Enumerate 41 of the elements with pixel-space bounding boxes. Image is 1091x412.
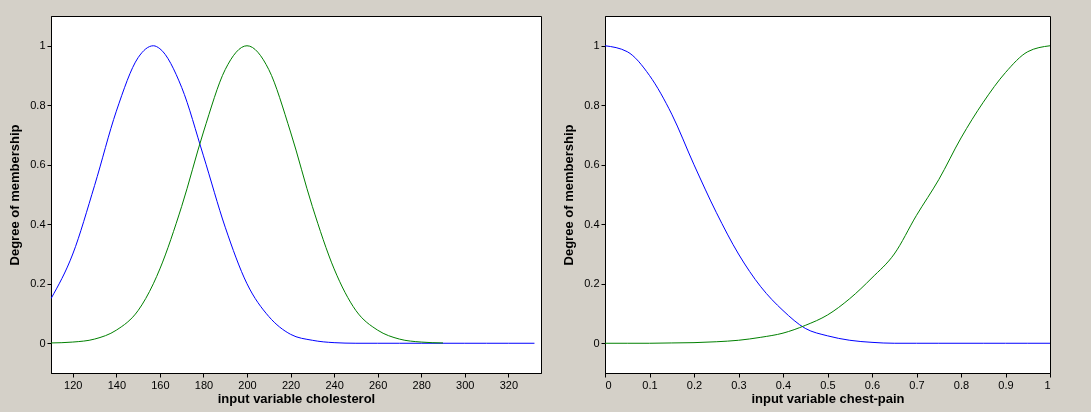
x-tick-label: 0.9: [998, 378, 1014, 391]
y-tick-label: 0.8: [30, 98, 46, 111]
x-tick-label: 160: [151, 378, 170, 391]
x-tick-label: 0.1: [642, 378, 658, 391]
x-tick-label: 180: [194, 378, 214, 391]
y-tick-label: 0: [593, 336, 600, 349]
x-tick-label: 300: [456, 378, 475, 391]
x-tick-label: 0.7: [909, 378, 925, 391]
y-tick-label: 0.6: [584, 158, 600, 171]
x-tick-label: 0.5: [820, 378, 836, 391]
x-tick-label: 0.4: [775, 378, 792, 391]
x-tick-label: 320: [499, 378, 519, 391]
x-tick-label: 0.3: [731, 378, 747, 391]
x-tick-label: 280: [412, 378, 431, 391]
x-tick-label: 140: [107, 378, 127, 391]
x-tick-label: 0.6: [864, 378, 881, 391]
y-axis-title: Degree of membership: [561, 124, 577, 266]
y-tick-label: 0.2: [584, 277, 600, 290]
x-tick-label: 0.8: [953, 378, 970, 391]
line-series: [605, 45, 1050, 344]
x-tick-label: 0.2: [686, 378, 703, 391]
y-tick-label: 1: [593, 39, 600, 52]
y-tick-label: 0: [39, 336, 46, 349]
x-axis-title: input variable chest-pain: [751, 390, 905, 406]
y-tick-label: 1: [39, 39, 46, 52]
x-tick-label: 1: [1044, 378, 1051, 391]
x-tick-label: 0: [605, 378, 612, 391]
y-axis-title: Degree of membership: [7, 124, 23, 266]
x-tick-label: 220: [281, 378, 301, 391]
y-tick-label: 0.4: [584, 217, 600, 230]
line-series: [51, 45, 444, 344]
y-tick-label: 0.2: [30, 277, 46, 290]
y-tick-label: 0.4: [30, 217, 46, 230]
x-tick-label: 260: [368, 378, 388, 391]
x-tick-label: 120: [64, 378, 83, 391]
y-tick-label: 0.8: [584, 98, 600, 111]
y-tick-label: 0.6: [30, 158, 46, 171]
x-tick-label: 200: [238, 378, 257, 391]
x-tick-label: 240: [325, 378, 344, 391]
x-axis-title: input variable cholesterol: [217, 390, 376, 406]
line-series: [51, 45, 535, 344]
